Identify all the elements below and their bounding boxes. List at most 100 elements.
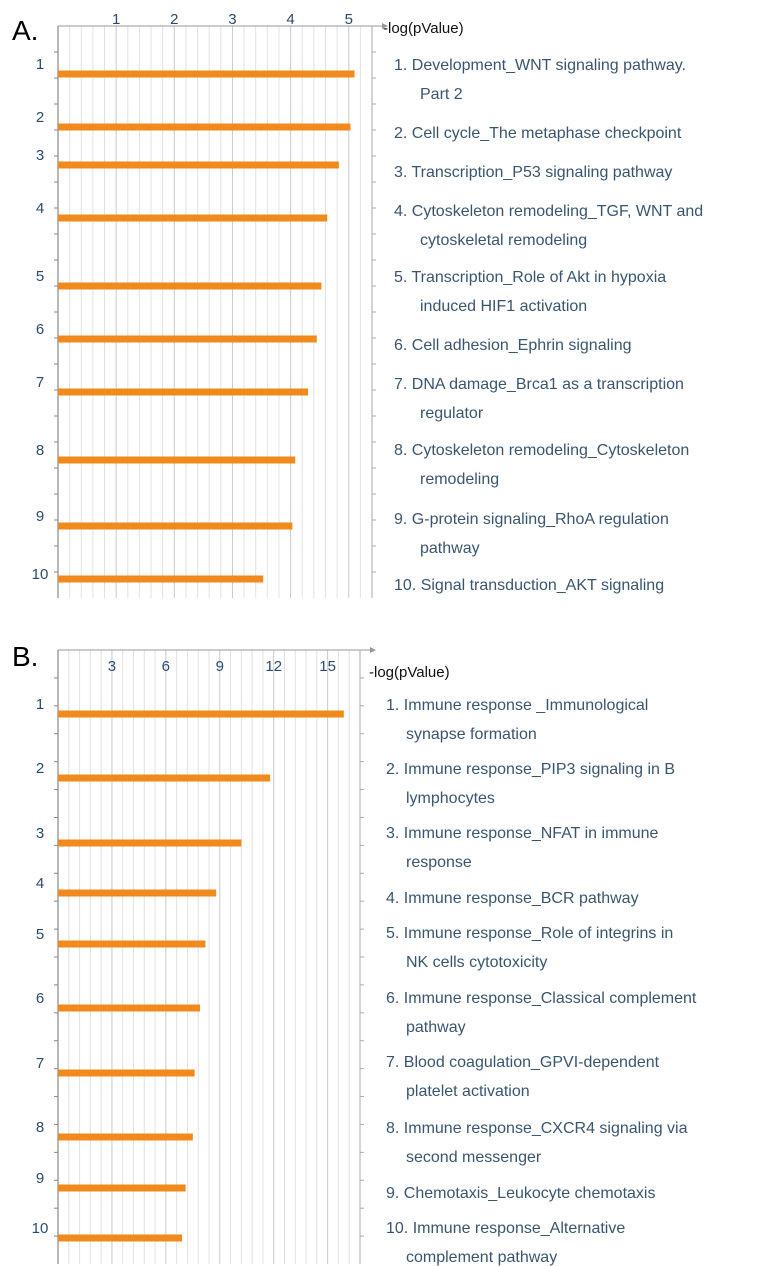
pathway-label-line: 10. Immune response_Alternative (386, 1220, 625, 1237)
x-tick-label: 3 (228, 11, 236, 28)
category-label: 5 (36, 268, 44, 285)
pathway-label-line: 2. Immune response_PIP3 signaling in B (386, 761, 675, 778)
pathway-label: 10. Immune response_Alternative complemen… (386, 1220, 625, 1266)
bar (58, 710, 344, 718)
x-tick-label: 5 (345, 11, 353, 28)
pathway-label-line: 3. Transcription_P53 signaling pathway (394, 164, 672, 181)
x-tick-label: 3 (108, 658, 116, 675)
panel-label: A. (12, 15, 38, 46)
x-axis-title: -log(pValue) (383, 20, 464, 37)
pathway-label: 3. Immune response_NFAT in immune respons… (386, 825, 659, 871)
pathway-label-line: synapse formation (406, 726, 537, 743)
chart-panel-1: A. 1 2 3 4 5 -log(pValue) 1 2 3 4 5 6 7 8 9 10 1. Develop… (12, 11, 703, 598)
bar (58, 214, 328, 222)
pathway-label-line: platelet activation (406, 1083, 530, 1100)
category-label: 3 (36, 147, 44, 164)
bar (58, 1004, 201, 1012)
pathway-label: 5. Transcription_Role of Akt in hypoxia i… (394, 269, 666, 315)
category-label: 2 (36, 109, 44, 126)
category-label: 4 (36, 200, 44, 217)
bar (58, 889, 217, 897)
pathway-label-line: 10. Signal transduction_AKT signaling (394, 577, 664, 594)
pathway-label-line: 9. G-protein signaling_RhoA regulation (394, 511, 669, 528)
bar (58, 123, 351, 131)
pathway-label-line: Part 2 (420, 86, 463, 103)
pathway-label-line: pathway (420, 540, 480, 557)
pathway-label-line: 5. Immune response_Role of integrins in (386, 925, 673, 942)
category-label: 1 (36, 56, 44, 73)
bar (58, 522, 293, 530)
category-label: 3 (36, 825, 44, 842)
category-label: 8 (36, 442, 44, 459)
pathway-label-line: 7. DNA damage_Brca1 as a transcription (394, 376, 684, 393)
pathway-label: 7. DNA damage_Brca1 as a transcription re… (394, 376, 684, 422)
x-tick-label: 4 (286, 11, 294, 28)
category-label: 8 (36, 1119, 44, 1136)
x-tick-label: 2 (170, 11, 178, 28)
pathway-label-line: remodeling (420, 471, 499, 488)
pathway-label-line: 8. Cytoskeleton remodeling_Cytoskeleton (394, 442, 689, 459)
category-label: 2 (36, 760, 44, 777)
pathway-label: 3. Transcription_P53 signaling pathway (394, 164, 672, 181)
pathway-label-line: response (406, 854, 472, 871)
pathway-label-line: 8. Immune response_CXCR4 signaling via (386, 1120, 688, 1137)
pathway-label-line: 7. Blood coagulation_GPVI-dependent (386, 1054, 660, 1071)
category-label: 7 (36, 1055, 44, 1072)
pathway-label-line: 1. Immune response _Immunological (386, 697, 648, 714)
bar (58, 1133, 193, 1141)
pathway-label: 8. Immune response_CXCR4 signaling via se… (386, 1120, 688, 1166)
pathway-label-line: NK cells cytotoxicity (406, 954, 547, 971)
pathway-label: 1. Development_WNT signaling pathway. Par… (394, 57, 686, 103)
panel-label: B. (12, 641, 38, 672)
pathway-label: 4. Cytoskeleton remodeling_TGF, WNT and c… (394, 203, 703, 249)
pathway-label: 9. G-protein signaling_RhoA regulation pa… (394, 511, 669, 557)
bar (58, 575, 264, 583)
pathway-label-line: induced HIF1 activation (420, 298, 587, 315)
pathway-label-line: lymphocytes (406, 790, 495, 807)
x-tick-label: 12 (265, 658, 282, 675)
pathway-label-line: 6. Immune response_Classical complement (386, 990, 697, 1007)
category-label: 6 (36, 990, 44, 1007)
x-axis-title: -log(pValue) (369, 664, 450, 681)
category-label: 7 (36, 374, 44, 391)
pathway-label-line: 4. Cytoskeleton remodeling_TGF, WNT and (394, 203, 703, 220)
category-label: 1 (36, 696, 44, 713)
pathway-label-line: regulator (420, 405, 484, 422)
bar (58, 70, 355, 78)
bar (58, 839, 242, 847)
category-label: 10 (32, 1220, 49, 1237)
pathway-label: 6. Immune response_Classical complement p… (386, 990, 697, 1036)
bar (58, 1184, 186, 1192)
bar (58, 335, 317, 343)
pathway-label: 6. Cell adhesion_Ephrin signaling (394, 337, 632, 354)
pathway-label-line: 5. Transcription_Role of Akt in hypoxia (394, 269, 666, 286)
bar (58, 940, 206, 948)
category-label: 9 (36, 508, 44, 525)
x-axis-arrow-icon (370, 647, 376, 653)
x-tick-label: 9 (216, 658, 224, 675)
pathway-label: 9. Chemotaxis_Leukocyte chemotaxis (386, 1185, 655, 1202)
pathway-label-line: 9. Chemotaxis_Leukocyte chemotaxis (386, 1185, 655, 1202)
x-tick-label: 1 (112, 11, 120, 28)
bar (58, 456, 296, 464)
bar (58, 161, 339, 169)
pathway-label: 2. Immune response_PIP3 signaling in B ly… (386, 761, 675, 807)
pathway-label-line: 4. Immune response_BCR pathway (386, 890, 639, 907)
pathway-label: 2. Cell cycle_The metaphase checkpoint (394, 125, 682, 142)
pathway-label: 4. Immune response_BCR pathway (386, 890, 639, 907)
bar (58, 282, 322, 290)
pathway-label-line: 1. Development_WNT signaling pathway. (394, 57, 686, 74)
pathway-label-line: 3. Immune response_NFAT in immune (386, 825, 659, 842)
x-axis-arrow-icon (382, 23, 388, 29)
bar (58, 388, 309, 396)
category-label: 10 (32, 566, 49, 583)
category-label: 6 (36, 321, 44, 338)
pathway-label-line: complement pathway (406, 1249, 557, 1266)
pathway-label: 5. Immune response_Role of integrins in N… (386, 925, 673, 971)
bar (58, 1069, 195, 1077)
